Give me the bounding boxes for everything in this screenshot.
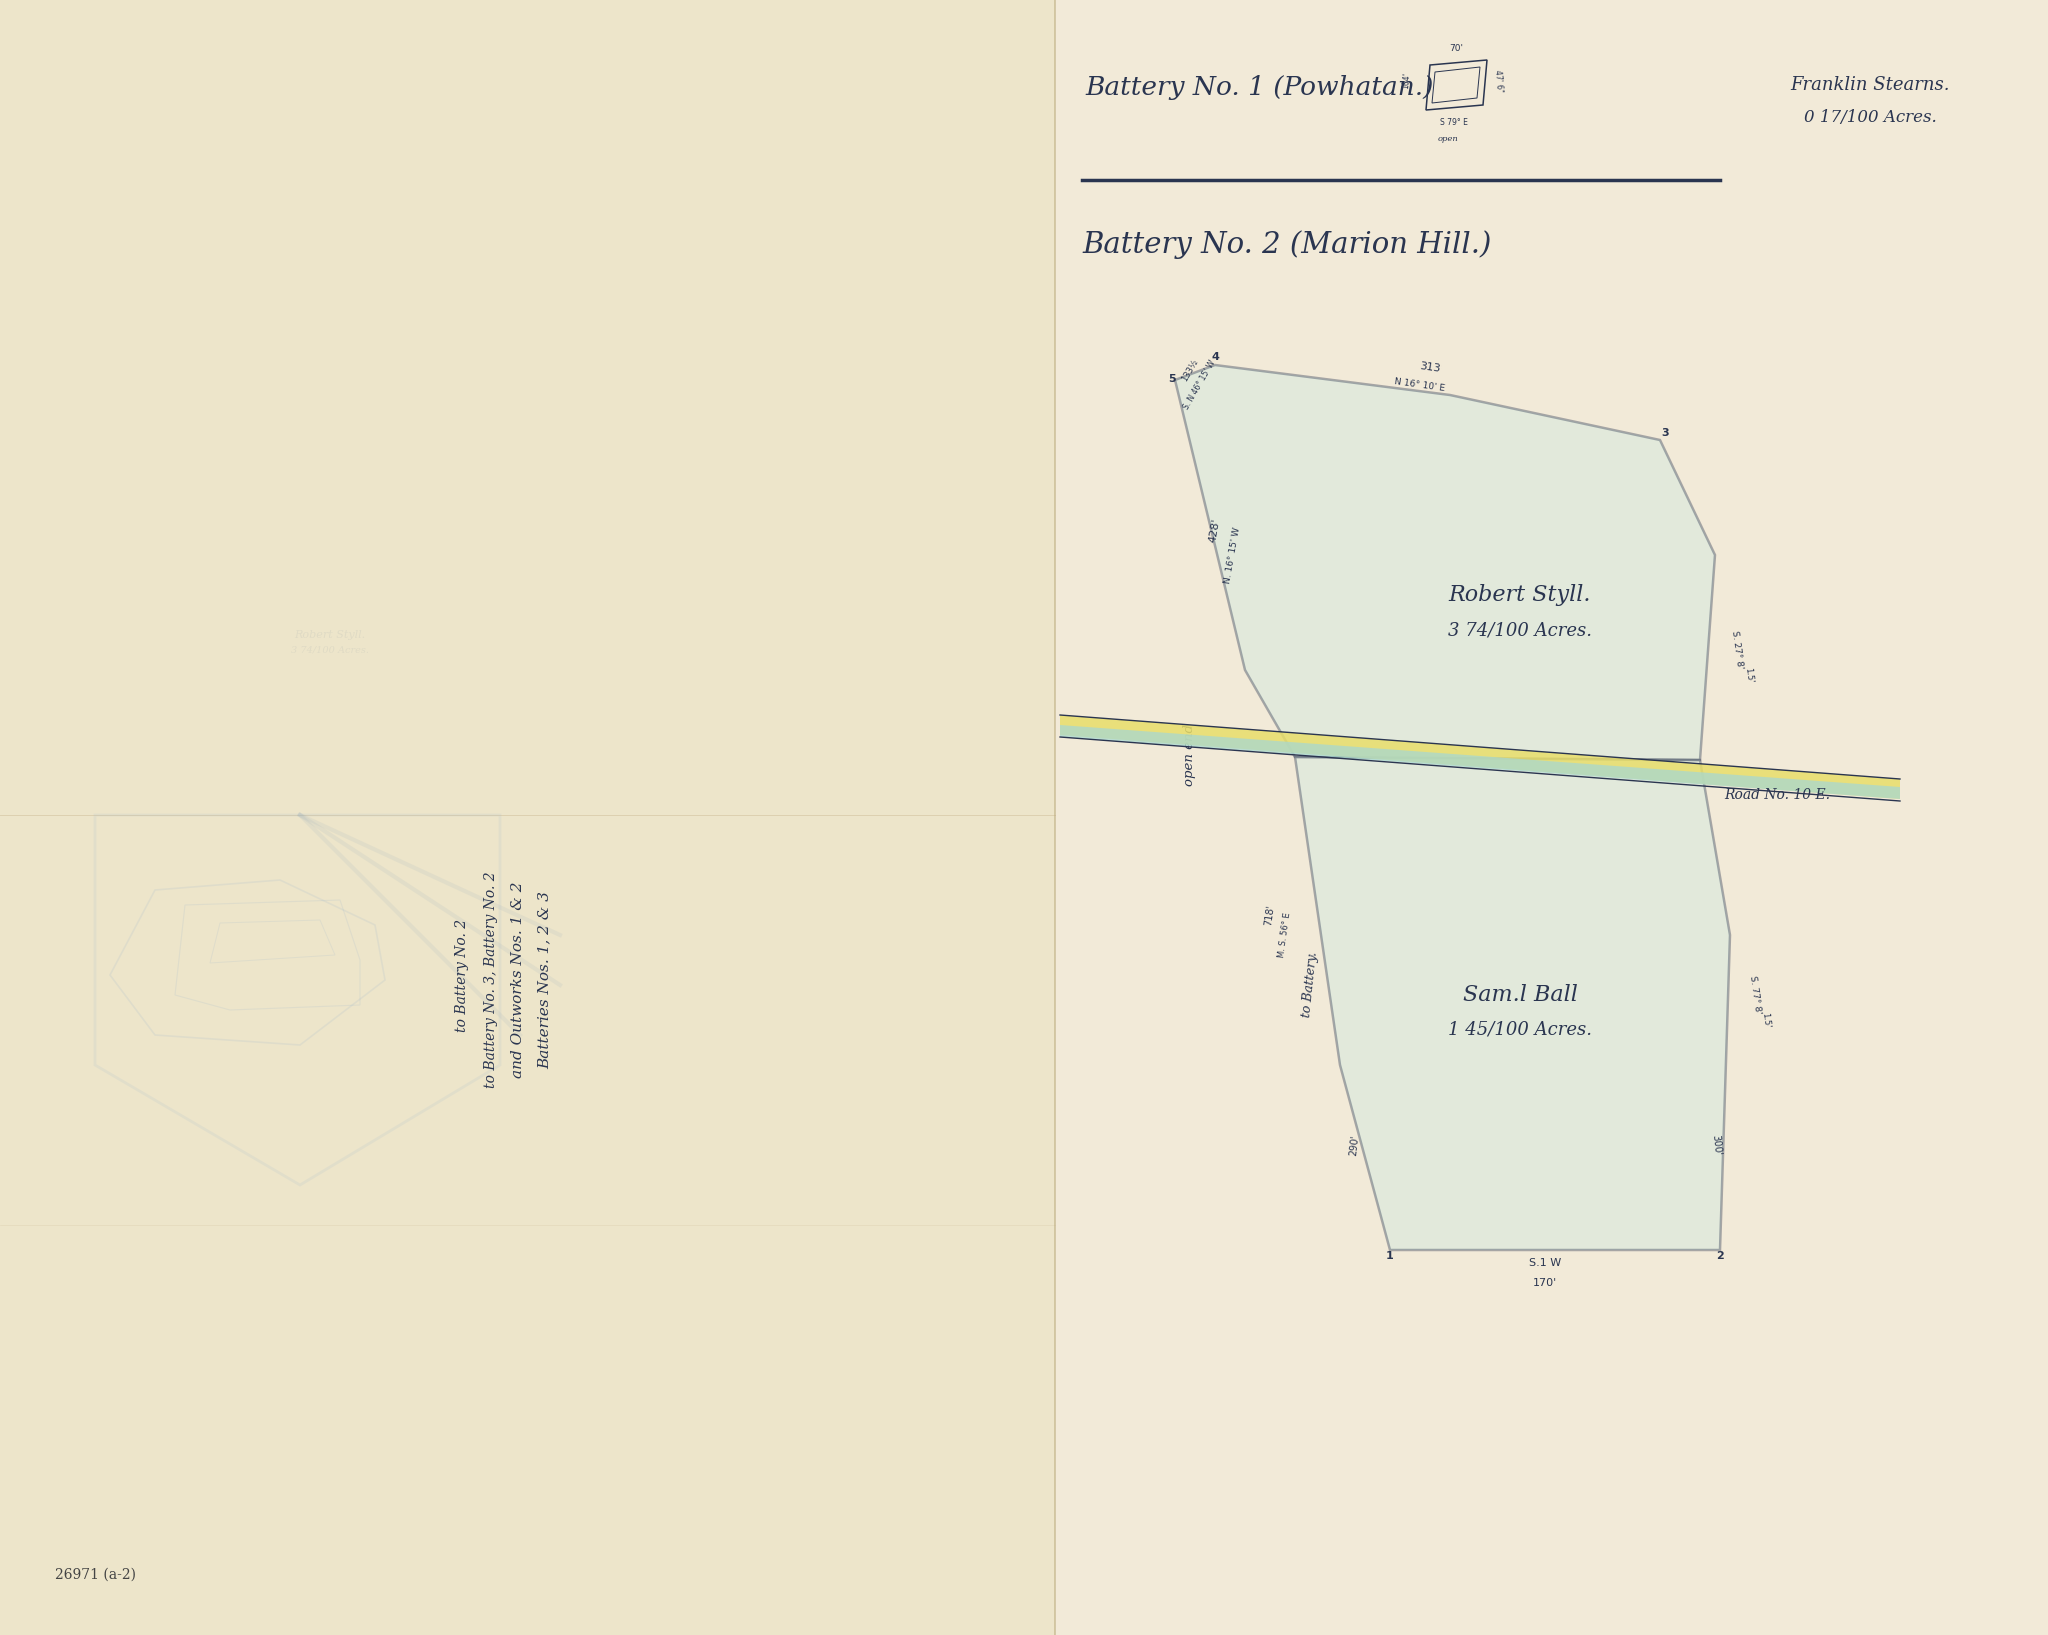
Text: 313: 313 <box>1419 361 1442 373</box>
Text: open end: open end <box>1184 724 1196 786</box>
Polygon shape <box>1061 724 1901 800</box>
Text: 133½: 133½ <box>1180 358 1200 383</box>
Text: 3 74/100 Acres.: 3 74/100 Acres. <box>1448 621 1591 639</box>
Text: to Battery.: to Battery. <box>1300 952 1319 1019</box>
Text: 1: 1 <box>1386 1251 1395 1261</box>
Text: 70': 70' <box>1450 44 1462 52</box>
Text: S. 77° 8': S. 77° 8' <box>1749 974 1761 1015</box>
Text: 1.5': 1.5' <box>1759 1012 1772 1028</box>
Text: S. N 46° 15' W: S. N 46° 15' W <box>1182 358 1219 410</box>
Text: M. S. 56° E: M. S. 56° E <box>1278 912 1292 958</box>
Text: 718': 718' <box>1264 904 1276 925</box>
Polygon shape <box>1061 714 1901 800</box>
Text: 3 74/100 Acres.: 3 74/100 Acres. <box>291 646 369 654</box>
Text: Battery No. 1 (Powhatan.): Battery No. 1 (Powhatan.) <box>1085 75 1434 100</box>
Text: Franklin Stearns.: Franklin Stearns. <box>1790 75 1950 93</box>
Text: 290': 290' <box>1348 1135 1360 1156</box>
Bar <box>0 0 1055 1635</box>
Polygon shape <box>1176 365 1714 760</box>
Text: Road No. 10 E.: Road No. 10 E. <box>1724 788 1831 803</box>
Polygon shape <box>1294 757 1731 1251</box>
Text: Batteries Nos. 1, 2 & 3: Batteries Nos. 1, 2 & 3 <box>539 891 553 1069</box>
Text: Battery No. 2 (Marion Hill.): Battery No. 2 (Marion Hill.) <box>1081 231 1491 260</box>
Text: 26971 (a-2): 26971 (a-2) <box>55 1568 135 1583</box>
Text: 3: 3 <box>1661 428 1669 438</box>
Text: and Outworks Nos. 1 & 2: and Outworks Nos. 1 & 2 <box>512 881 524 1077</box>
Text: 300': 300' <box>1710 1135 1722 1156</box>
Text: 170': 170' <box>1532 1279 1556 1288</box>
Text: S. 27° 8': S. 27° 8' <box>1731 631 1745 670</box>
Text: S.1 W: S.1 W <box>1530 1257 1561 1269</box>
Text: S 79° E: S 79° E <box>1440 118 1468 128</box>
Text: Sam.l Ball: Sam.l Ball <box>1462 984 1577 1006</box>
Text: 104': 104' <box>1401 72 1411 90</box>
Text: to Battery No. 2: to Battery No. 2 <box>455 919 469 1032</box>
Text: 2: 2 <box>1716 1251 1724 1261</box>
Text: N 16° 10' E: N 16° 10' E <box>1395 378 1446 392</box>
Text: 1 45/100 Acres.: 1 45/100 Acres. <box>1448 1020 1591 1038</box>
Text: 0 17/100 Acres.: 0 17/100 Acres. <box>1804 108 1935 126</box>
Text: 5: 5 <box>1167 374 1176 384</box>
Text: Robert Styll.: Robert Styll. <box>295 629 365 639</box>
Text: 47' 6": 47' 6" <box>1493 69 1503 93</box>
Text: N. 16° 15' W: N. 16° 15' W <box>1223 526 1241 584</box>
Text: 4: 4 <box>1210 352 1219 361</box>
Text: to Battery No. 3, Battery No. 2: to Battery No. 3, Battery No. 2 <box>483 871 498 1089</box>
Text: Robert Styll.: Robert Styll. <box>1448 584 1591 607</box>
Bar <box>1055 0 2048 1635</box>
Text: open: open <box>1438 136 1458 142</box>
Text: 1.5': 1.5' <box>1743 667 1753 683</box>
Text: 428': 428' <box>1208 517 1223 543</box>
